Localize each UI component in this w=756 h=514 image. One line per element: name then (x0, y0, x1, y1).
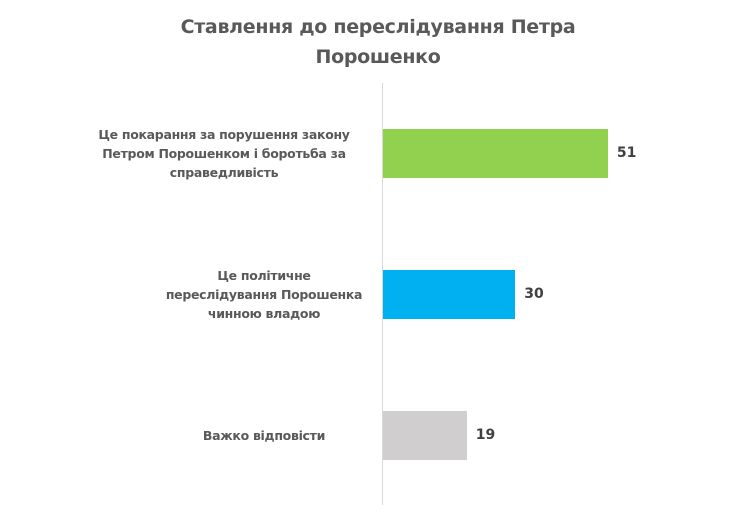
value-label: 19 (475, 427, 496, 443)
chart-title-line-1: Ставлення до переслідування Петра (180, 16, 576, 38)
chart-title: Ставлення до переслідування Петра Пороше… (0, 12, 756, 72)
bar (383, 411, 467, 460)
category-label: Це політичне переслідування Порошенка чи… (165, 268, 363, 321)
value-label: 30 (524, 286, 544, 302)
category-label: Це покарання за порушення закону Петром … (98, 127, 350, 180)
value-label: 51 (616, 145, 637, 161)
category-label: Важко відповісти (202, 428, 326, 443)
category-axis-line (382, 83, 383, 505)
bar (383, 270, 516, 319)
chart-title-line-2: Порошенко (315, 46, 441, 68)
bar (383, 129, 608, 178)
